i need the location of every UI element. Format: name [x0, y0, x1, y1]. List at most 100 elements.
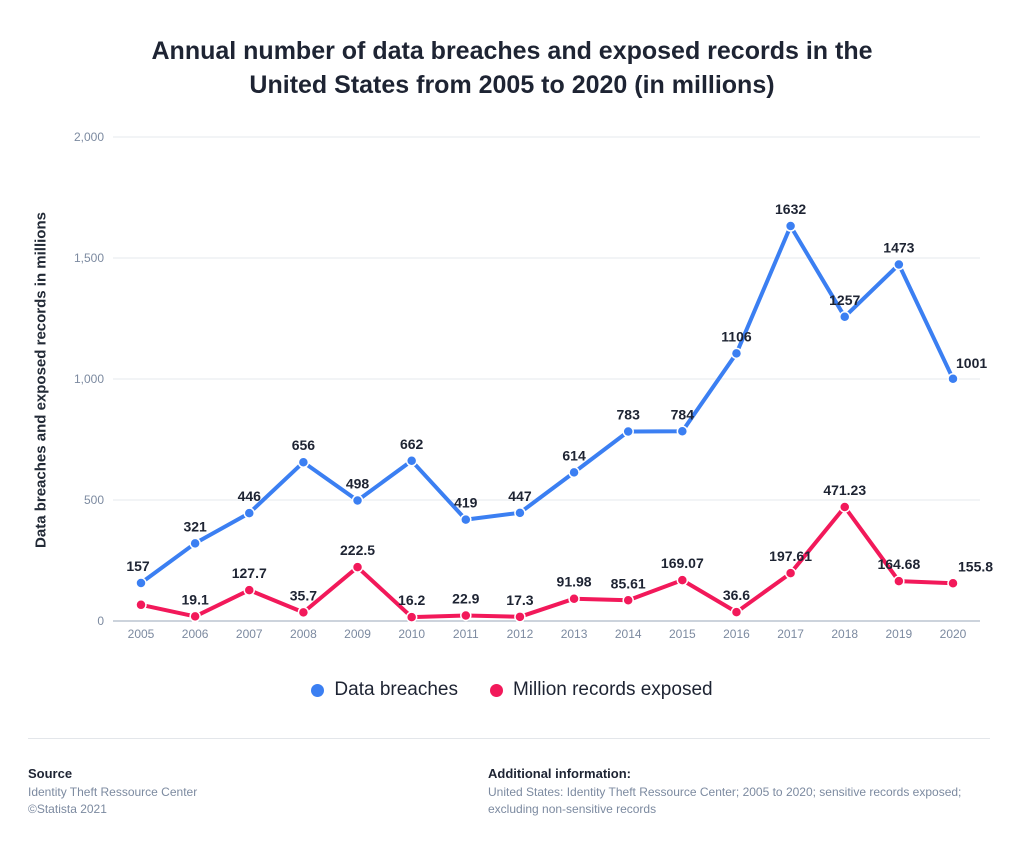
data-label-data-breaches: 662 — [400, 436, 424, 452]
y-tick-label: 1,000 — [74, 372, 104, 386]
x-tick-label: 2016 — [723, 627, 750, 641]
line-chart: 0 500 1,000 1,500 2,000 2005 2006 2007 2008 2009 2… — [74, 130, 993, 641]
data-point-data-breaches — [514, 507, 526, 519]
legend-item-data-breaches[interactable]: Data breaches — [311, 679, 458, 701]
additional-info-heading: Additional information: — [488, 766, 631, 781]
data-label-data-breaches: 1473 — [883, 240, 914, 256]
x-tick-label: 2014 — [615, 627, 642, 641]
y-tick-label: 500 — [84, 493, 104, 507]
data-point-records-exposed — [243, 584, 256, 596]
data-label-records-exposed: 155.8 — [958, 558, 993, 574]
data-point-data-breaches — [676, 425, 689, 438]
data-point-data-breaches — [730, 347, 743, 360]
data-label-records-exposed: 17.3 — [506, 592, 533, 608]
data-label-data-breaches: 1632 — [775, 201, 806, 217]
data-point-records-exposed — [838, 501, 851, 513]
data-point-data-breaches — [189, 537, 201, 550]
data-label-data-breaches: 157 — [126, 558, 150, 574]
source-heading: Source — [28, 766, 73, 781]
data-point-data-breaches — [243, 507, 256, 519]
data-label-records-exposed: 35.7 — [290, 587, 317, 603]
legend-label-records-exposed: Million records exposed — [512, 679, 713, 700]
data-label-data-breaches: 419 — [454, 495, 478, 511]
data-point-data-breaches — [784, 220, 797, 232]
data-point-data-breaches — [947, 373, 959, 385]
additional-info-text: United States: Identity Theft Ressource … — [488, 785, 962, 816]
data-point-records-exposed — [405, 611, 418, 623]
x-tick-label: 2012 — [507, 627, 534, 641]
chart-title: Annual number of data breaches and expos… — [151, 37, 873, 99]
data-label-records-exposed: 22.9 — [452, 590, 479, 606]
data-label-data-breaches: 614 — [562, 447, 586, 463]
data-label-data-breaches: 1106 — [721, 328, 752, 344]
data-label-data-breaches: 321 — [183, 518, 207, 534]
data-label-records-exposed: 91.98 — [557, 574, 592, 590]
data-point-records-exposed — [351, 561, 364, 573]
data-label-data-breaches: 447 — [508, 488, 532, 504]
series-line-data-breaches — [139, 224, 955, 585]
data-label-data-breaches: 498 — [346, 475, 370, 491]
data-point-records-exposed — [622, 594, 634, 607]
x-tick-label: 2005 — [128, 627, 155, 641]
x-tick-label: 2019 — [886, 627, 913, 641]
data-point-data-breaches — [351, 494, 364, 507]
x-tick-label: 2013 — [561, 627, 588, 641]
copyright-line: ©Statista 2021 — [28, 802, 107, 816]
x-tick-label: 2018 — [831, 627, 858, 641]
x-tick-label: 2010 — [398, 627, 425, 641]
x-tick-label: 2017 — [777, 627, 804, 641]
data-point-records-exposed — [784, 567, 797, 579]
data-point-records-exposed — [135, 599, 147, 611]
legend-marker-records-exposed — [489, 683, 503, 697]
data-label-records-exposed: 85.61 — [611, 575, 646, 591]
data-point-records-exposed — [514, 611, 526, 623]
data-label-data-breaches: 656 — [292, 437, 316, 453]
data-point-records-exposed — [676, 574, 689, 586]
data-label-records-exposed: 164.68 — [877, 556, 920, 572]
legend-label-data-breaches: Data breaches — [334, 679, 458, 700]
data-point-records-exposed — [297, 606, 310, 619]
data-label-records-exposed: 127.7 — [232, 565, 267, 581]
x-tick-label: 2015 — [669, 627, 696, 641]
x-tick-label: 2007 — [236, 627, 263, 641]
legend: Data breaches Million records exposed — [0, 679, 1024, 701]
data-point-data-breaches — [838, 311, 851, 323]
data-label-records-exposed: 16.2 — [398, 592, 425, 608]
footer-divider — [28, 738, 990, 739]
data-label-records-exposed: 197.61 — [769, 548, 812, 564]
data-point-records-exposed — [947, 577, 959, 590]
source-block: Source Identity Theft Ressource Center ©… — [28, 765, 197, 818]
x-tick-label: 2020 — [940, 627, 967, 641]
data-label-data-breaches: 446 — [238, 488, 262, 504]
data-label-records-exposed: 36.6 — [723, 587, 750, 603]
data-label-records-exposed: 222.5 — [340, 542, 375, 558]
data-point-data-breaches — [460, 513, 472, 526]
data-point-records-exposed — [460, 609, 472, 622]
data-label-data-breaches: 1257 — [829, 292, 860, 308]
y-tick-label: 2,000 — [74, 130, 104, 144]
series-line-records-exposed — [139, 505, 955, 620]
legend-item-records-exposed[interactable]: Million records exposed — [489, 679, 713, 701]
x-tick-label: 2009 — [344, 627, 371, 641]
data-label-data-breaches: 1001 — [956, 355, 987, 371]
data-point-data-breaches — [135, 577, 147, 589]
y-tick-label: 1,500 — [74, 251, 104, 265]
data-point-records-exposed — [893, 575, 905, 587]
data-point-data-breaches — [405, 455, 418, 467]
data-label-data-breaches: 783 — [617, 407, 641, 423]
data-point-records-exposed — [730, 606, 743, 618]
data-point-data-breaches — [297, 456, 310, 468]
x-tick-label: 2006 — [182, 627, 209, 641]
x-tick-label: 2008 — [290, 627, 317, 641]
data-label-records-exposed: 169.07 — [661, 555, 704, 571]
data-label-records-exposed: 471.23 — [823, 482, 866, 498]
legend-marker-data-breaches — [311, 683, 325, 697]
y-tick-label: 0 — [97, 614, 104, 628]
data-point-data-breaches — [622, 425, 634, 438]
additional-info-block: Additional information: United States: I… — [488, 765, 1008, 818]
data-point-data-breaches — [568, 466, 580, 479]
source-line[interactable]: Identity Theft Ressource Center — [28, 785, 198, 799]
data-point-data-breaches — [893, 258, 905, 271]
x-tick-label: 2011 — [453, 627, 479, 641]
data-point-records-exposed — [568, 592, 580, 605]
